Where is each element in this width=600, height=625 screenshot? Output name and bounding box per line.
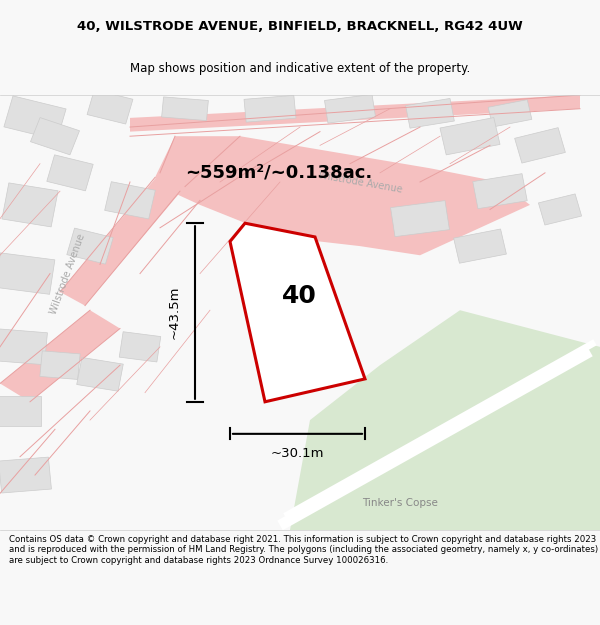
Polygon shape: [406, 99, 454, 128]
Polygon shape: [325, 94, 376, 123]
Text: ~30.1m: ~30.1m: [271, 447, 324, 459]
Text: 40, WILSTRODE AVENUE, BINFIELD, BRACKNELL, RG42 4UW: 40, WILSTRODE AVENUE, BINFIELD, BRACKNEL…: [77, 20, 523, 33]
Text: ~43.5m: ~43.5m: [168, 286, 181, 339]
Polygon shape: [161, 97, 208, 121]
Polygon shape: [538, 194, 581, 225]
Polygon shape: [87, 90, 133, 124]
Polygon shape: [515, 127, 565, 163]
Polygon shape: [31, 118, 80, 155]
Text: Wilstrode Avenue: Wilstrode Avenue: [49, 232, 87, 315]
Polygon shape: [155, 136, 530, 255]
Polygon shape: [2, 183, 58, 227]
Polygon shape: [290, 310, 600, 530]
Polygon shape: [104, 182, 155, 219]
Polygon shape: [391, 201, 449, 237]
Text: Wilstrode Avenue: Wilstrode Avenue: [317, 170, 403, 194]
Polygon shape: [454, 229, 506, 263]
Polygon shape: [119, 332, 161, 362]
Text: Map shows position and indicative extent of the property.: Map shows position and indicative extent…: [130, 62, 470, 75]
Polygon shape: [473, 174, 527, 209]
Polygon shape: [130, 95, 580, 132]
Polygon shape: [60, 173, 185, 306]
Polygon shape: [230, 223, 365, 402]
Polygon shape: [440, 118, 500, 155]
Polygon shape: [4, 96, 66, 140]
Text: Contains OS data © Crown copyright and database right 2021. This information is : Contains OS data © Crown copyright and d…: [9, 535, 598, 564]
Polygon shape: [40, 351, 80, 379]
Polygon shape: [0, 329, 47, 365]
Text: Tinker's Copse: Tinker's Copse: [362, 498, 438, 508]
Polygon shape: [0, 253, 55, 294]
Polygon shape: [47, 155, 93, 191]
Polygon shape: [488, 99, 532, 127]
Polygon shape: [0, 457, 52, 493]
Polygon shape: [67, 228, 113, 264]
Polygon shape: [0, 396, 41, 426]
Polygon shape: [244, 96, 296, 122]
Text: ~559m²/~0.138ac.: ~559m²/~0.138ac.: [185, 164, 372, 182]
Polygon shape: [77, 357, 123, 391]
Polygon shape: [0, 310, 120, 402]
Text: 40: 40: [281, 284, 316, 309]
